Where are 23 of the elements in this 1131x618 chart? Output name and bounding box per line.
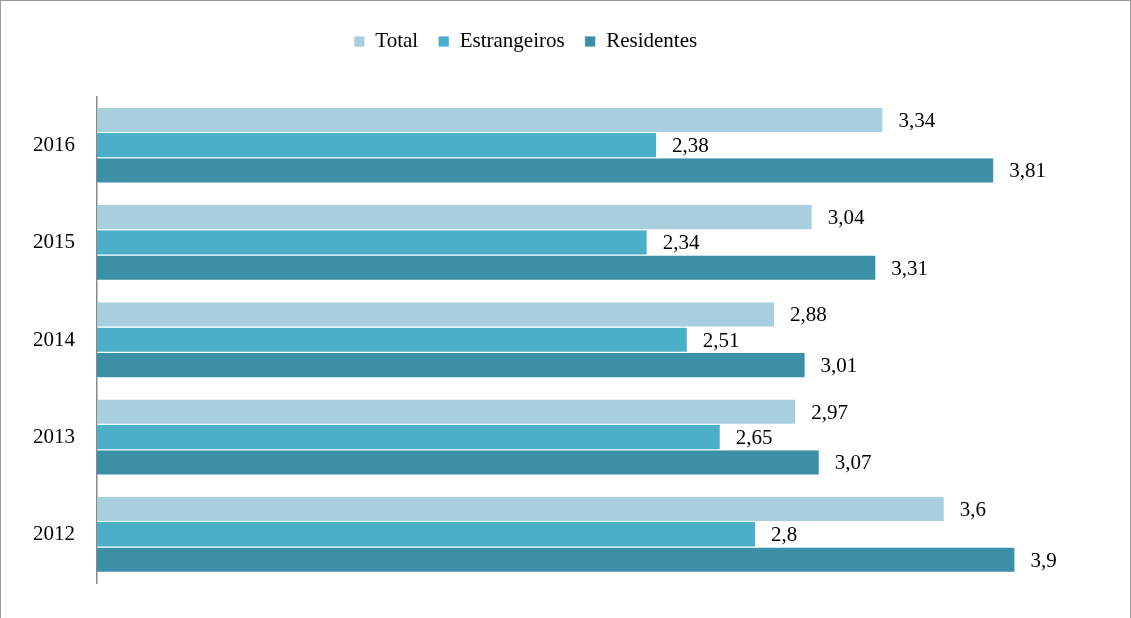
y-tick-label: 2012 [33,521,75,546]
y-tick-label: 2013 [33,424,75,448]
data-label: 2,51 [702,327,740,352]
data-label: 2,97 [811,399,848,424]
data-label: 3,01 [820,353,858,378]
data-label: 2,65 [735,425,773,449]
data-label: 3,9 [1030,547,1057,572]
data-label: 3,31 [891,255,929,280]
data-label: 3,6 [959,496,986,521]
data-label: 3,07 [834,450,872,475]
legend-label: Residentes [606,28,698,53]
y-tick-label: 2015 [33,229,75,254]
data-label: 2,38 [672,133,709,158]
data-label: 2,34 [662,230,700,255]
legend-label: Estrangeiros [459,28,565,53]
data-label: 3,81 [1009,158,1046,183]
data-label: 3,34 [898,107,936,132]
data-label: 3,04 [827,205,865,230]
data-label: 2,8 [771,522,798,547]
legend-label: Total [375,28,419,53]
data-label: 2,88 [789,302,827,327]
y-tick-label: 2014 [33,326,76,351]
y-tick-label: 2016 [33,132,75,157]
